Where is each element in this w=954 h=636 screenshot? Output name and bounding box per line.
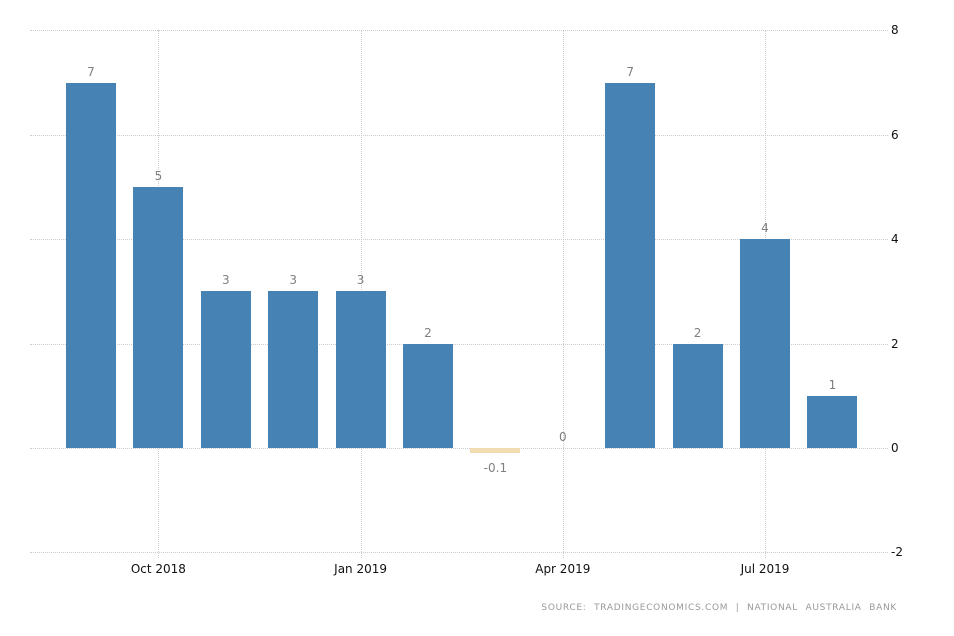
bar[interactable] bbox=[335, 291, 386, 449]
bar-value-label: 4 bbox=[761, 221, 769, 236]
x-axis-tick-label: Apr 2019 bbox=[535, 562, 591, 577]
y-axis-tick-label: 8 bbox=[891, 23, 899, 38]
y-axis-tick-label: 0 bbox=[891, 441, 899, 455]
source-attribution: SOURCE: TRADINGECONOMICS.COM | NATIONAL … bbox=[541, 603, 897, 613]
y-axis-tick-label: -2 bbox=[891, 545, 903, 560]
x-axis-tick-label: Jan 2019 bbox=[334, 562, 388, 577]
x-axis-tick-label: Jul 2019 bbox=[740, 562, 790, 577]
bar-value-label: -0.1 bbox=[483, 461, 508, 476]
bar-value-label: 3 bbox=[289, 273, 297, 288]
h-gridline bbox=[30, 239, 888, 241]
bar-value-label: 1 bbox=[828, 377, 837, 392]
h-gridline bbox=[30, 343, 888, 345]
h-gridline bbox=[30, 30, 888, 32]
y-axis-tick-label: 6 bbox=[891, 127, 899, 142]
bar-value-label: 2 bbox=[424, 325, 432, 340]
bar[interactable] bbox=[403, 343, 453, 448]
v-gridline bbox=[562, 30, 564, 559]
h-gridline bbox=[30, 552, 888, 554]
bar[interactable] bbox=[470, 448, 521, 453]
bar[interactable] bbox=[66, 82, 116, 448]
bar[interactable] bbox=[268, 291, 319, 449]
bar-value-label: 2 bbox=[693, 325, 702, 340]
bar[interactable] bbox=[133, 187, 184, 448]
bar[interactable] bbox=[740, 239, 790, 449]
x-axis-tick-label: Oct 2018 bbox=[130, 562, 186, 577]
bar-value-label: 3 bbox=[221, 273, 230, 288]
y-axis-tick-label: 4 bbox=[891, 232, 899, 247]
y-axis-tick-label: 2 bbox=[891, 336, 899, 351]
h-gridline bbox=[30, 134, 888, 136]
h-gridline bbox=[30, 448, 888, 449]
bar[interactable] bbox=[200, 291, 251, 449]
bar-value-label: 7 bbox=[626, 64, 634, 79]
bar-value-label: 3 bbox=[356, 273, 365, 288]
bar[interactable] bbox=[605, 82, 656, 448]
bar-value-label: 7 bbox=[87, 64, 95, 79]
bar[interactable] bbox=[672, 343, 723, 448]
bar-value-label: 0 bbox=[558, 430, 567, 444]
bar-value-label: 5 bbox=[154, 169, 163, 183]
bar[interactable] bbox=[807, 395, 858, 448]
